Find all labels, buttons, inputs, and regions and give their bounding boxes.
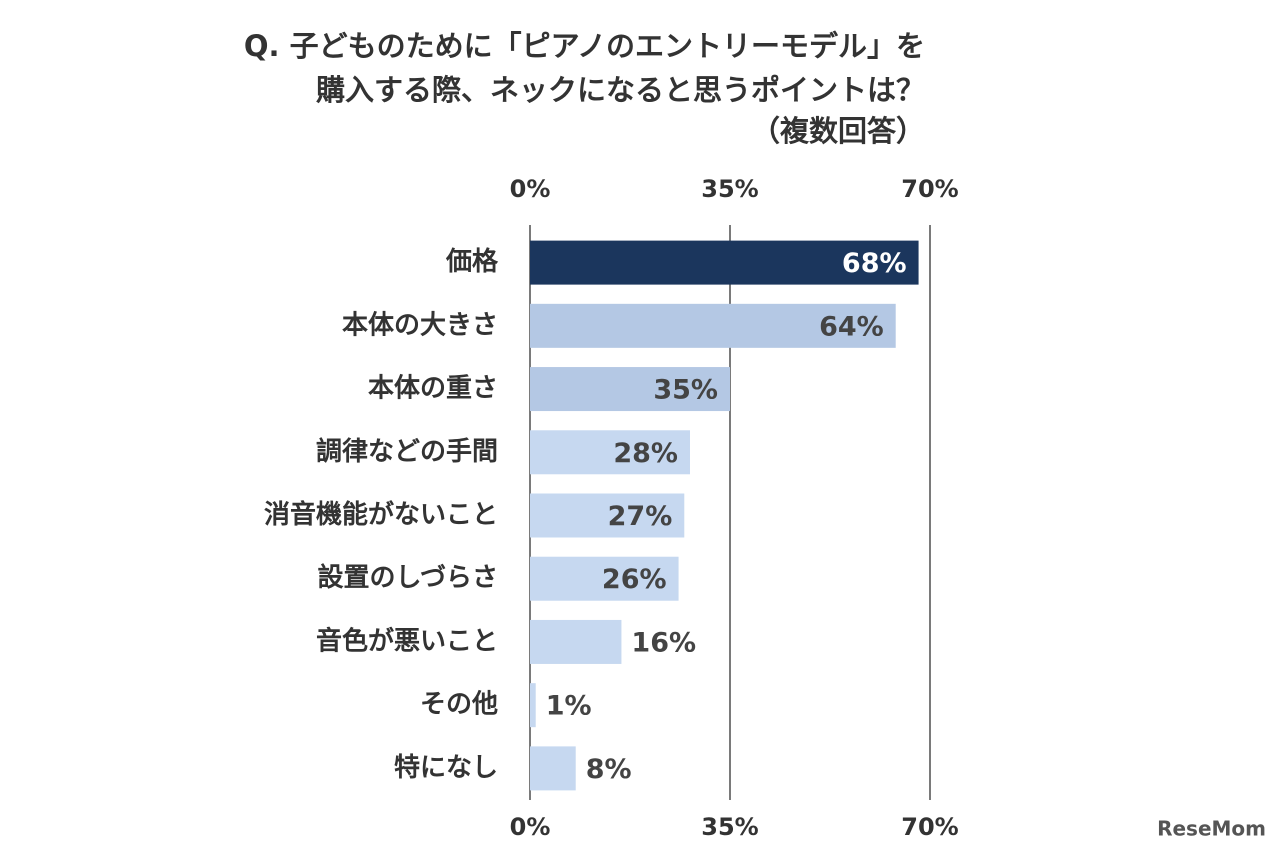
x-tick-label: 0% [510,175,551,203]
y-tick-label: 設置のしづらさ [318,562,498,593]
x-tick-label: 70% [901,175,958,203]
bar [530,240,919,285]
value-label: 8% [586,754,632,785]
x-tick-label: 35% [701,813,758,841]
y-tick-label: 特になし [394,752,498,783]
bar [530,367,730,412]
bar [530,619,622,664]
y-tick-label: 本体の重さ [368,374,498,404]
chart-title: Q. 子どものために「ピアノのエントリーモデル」を [244,29,925,63]
y-tick-label: その他 [420,690,498,720]
bar [530,683,536,728]
value-label: 1% [546,691,592,722]
value-label: 68% [842,248,907,279]
value-label: 16% [631,627,696,658]
value-label: 26% [602,564,667,595]
chart-title: （複数回答） [751,114,925,148]
y-tick-label: 消音機能がないこと [264,499,498,530]
x-tick-label: 70% [901,813,958,841]
value-label: 28% [613,438,678,469]
value-label: 35% [653,375,718,406]
x-tick-label: 35% [701,175,758,203]
y-tick-label: 価格 [445,246,499,277]
y-tick-label: 音色が悪いこと [316,625,498,656]
y-tick-label: 本体の大きさ [342,310,498,340]
y-tick-label: 調律などの手間 [316,436,498,467]
bar [530,303,896,348]
bar [530,493,685,538]
value-label: 27% [608,501,673,532]
bar [530,746,576,791]
bar [530,430,690,475]
x-tick-label: 0% [510,813,551,841]
chart-title: 購入する際、ネックになると思うポイントは？ [316,73,925,107]
value-label: 64% [819,311,884,342]
watermark: ReseMom [1157,817,1266,841]
bar [530,556,679,601]
